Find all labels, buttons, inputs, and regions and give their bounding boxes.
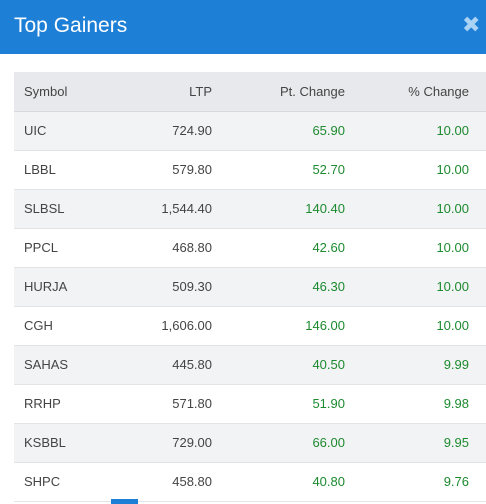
cell-symbol: HURJA [24,279,68,294]
table-row[interactable]: LBBL 579.80 52.70 10.00 [14,150,486,189]
cell-ltp: 1,606.00 [161,318,212,333]
table-row[interactable]: PPCL 468.80 42.60 10.00 [14,228,486,267]
cell-ltp: 1,544.40 [161,201,212,216]
cell-ltp: 458.80 [172,474,212,489]
table-row[interactable]: CGH 1,606.00 146.00 10.00 [14,306,486,345]
cell-pct-change: 10.00 [436,201,469,216]
column-spacer [469,267,486,306]
column-header-pct-change[interactable]: % Change [345,72,469,112]
table-row[interactable]: SAHAS 445.80 40.50 9.99 [14,345,486,384]
cell-symbol: KSBBL [24,435,66,450]
column-spacer [469,72,486,112]
cell-pt-change: 51.90 [312,396,345,411]
column-spacer [469,306,486,345]
cell-symbol: SAHAS [24,357,69,372]
cell-pct-change: 9.95 [443,435,469,450]
column-spacer [469,189,486,228]
column-spacer [469,462,486,501]
table-row[interactable]: KSBBL 729.00 66.00 9.95 [14,423,486,462]
table-header-row: Symbol LTP Pt. Change % Change [14,72,486,112]
cell-symbol: SLBSL [24,201,65,216]
table-row[interactable]: UIC 724.90 65.90 10.00 [14,111,486,150]
cell-ltp: 571.80 [172,396,212,411]
cell-ltp: 724.90 [172,123,212,138]
cell-pct-change: 10.00 [436,162,469,177]
cell-pt-change: 140.40 [305,201,345,216]
cell-pt-change: 146.00 [305,318,345,333]
table-row[interactable]: SLBSL 1,544.40 140.40 10.00 [14,189,486,228]
cell-symbol: PPCL [24,240,58,255]
column-spacer [469,423,486,462]
cell-pct-change: 9.98 [443,396,469,411]
column-spacer [469,384,486,423]
table-row[interactable]: HURJA 509.30 46.30 10.00 [14,267,486,306]
cell-ltp: 729.00 [172,435,212,450]
column-header-ltp[interactable]: LTP [122,72,212,112]
column-spacer [469,150,486,189]
column-header-symbol[interactable]: Symbol [14,72,122,112]
cell-pct-change: 10.00 [436,279,469,294]
cell-symbol: LBBL [24,162,56,177]
table-row[interactable]: SHPC 458.80 40.80 9.76 [14,462,486,501]
cell-ltp: 445.80 [172,357,212,372]
scroll-indicator[interactable] [111,499,138,504]
cell-pt-change: 40.50 [312,357,345,372]
cell-pt-change: 46.30 [312,279,345,294]
table-body: UIC 724.90 65.90 10.00 LBBL 579.80 52.70 10.00 S… [14,111,486,501]
cell-symbol: UIC [24,123,47,138]
cell-pct-change: 9.99 [443,357,469,372]
cell-ltp: 579.80 [172,162,212,177]
cell-pt-change: 65.90 [312,123,345,138]
cell-ltp: 509.30 [172,279,212,294]
column-spacer [469,345,486,384]
cell-pct-change: 10.00 [436,240,469,255]
column-spacer [469,228,486,267]
cell-symbol: RRHP [24,396,61,411]
cell-pct-change: 10.00 [436,318,469,333]
cell-pt-change: 66.00 [312,435,345,450]
cell-pt-change: 42.60 [312,240,345,255]
top-gainers-table-container: Symbol LTP Pt. Change % Change UIC 724.90… [14,72,486,502]
cell-ltp: 468.80 [172,240,212,255]
table-row[interactable]: RRHP 571.80 51.90 9.98 [14,384,486,423]
cell-pct-change: 10.00 [436,123,469,138]
column-spacer [469,111,486,150]
top-gainers-table: Symbol LTP Pt. Change % Change UIC 724.90… [14,72,486,502]
dialog-title: Top Gainers [14,14,128,37]
close-icon[interactable]: ✖ [462,13,481,38]
cell-pct-change: 9.76 [443,474,469,489]
cell-symbol: SHPC [24,474,61,489]
column-header-pt-change[interactable]: Pt. Change [212,72,345,112]
cell-symbol: CGH [24,318,53,333]
dialog-header: Top Gainers ✖ [0,0,486,54]
cell-pt-change: 40.80 [312,474,345,489]
cell-pt-change: 52.70 [312,162,345,177]
